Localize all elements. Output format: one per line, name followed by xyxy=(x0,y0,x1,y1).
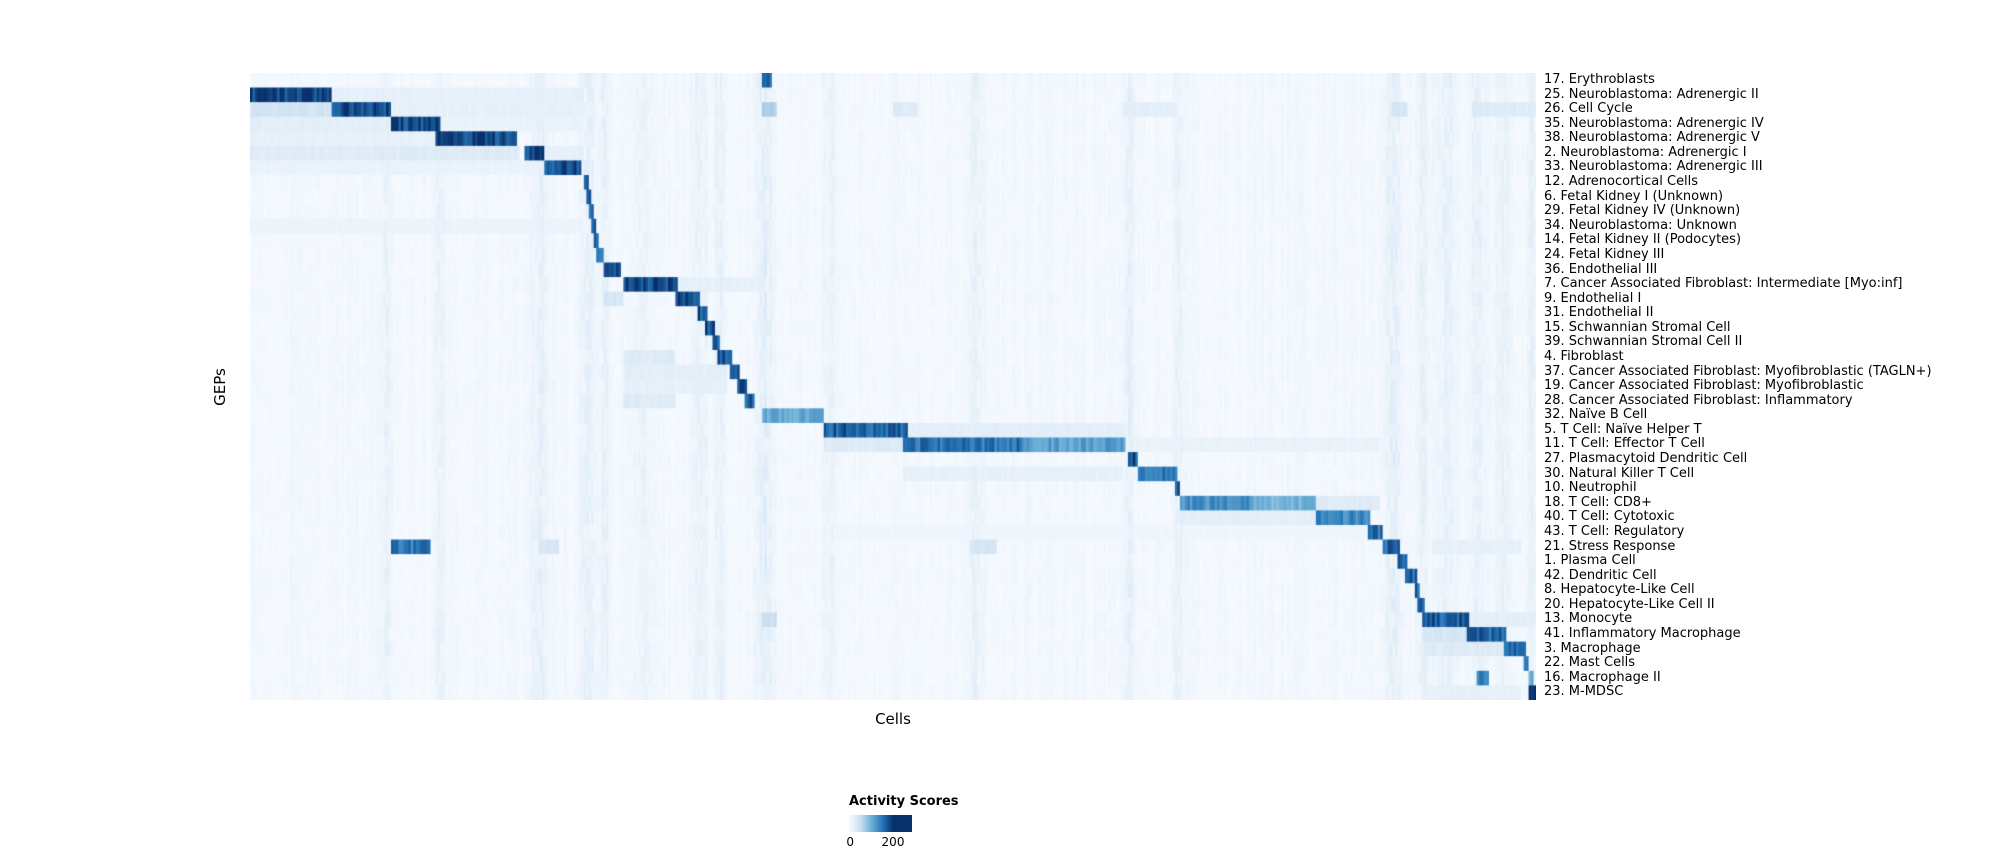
legend-min-label: 0 xyxy=(846,835,854,849)
row-label: 23. M-MDSC xyxy=(1544,684,1624,700)
row-label: 37. Cancer Associated Fibroblast: Myofib… xyxy=(1544,363,1932,379)
row-label: 38. Neuroblastoma: Adrenergic V xyxy=(1544,130,1760,146)
row-label: 26. Cell Cycle xyxy=(1544,101,1633,117)
row-label: 34. Neuroblastoma: Unknown xyxy=(1544,217,1737,233)
row-label: 43. T Cell: Regulatory xyxy=(1544,523,1685,539)
legend-ticks: 0 200 xyxy=(846,835,1069,851)
row-label: 6. Fetal Kidney I (Unknown) xyxy=(1544,188,1724,204)
row-label: 27. Plasmacytoid Dendritic Cell xyxy=(1544,451,1748,467)
row-label: 16. Macrophage II xyxy=(1544,669,1661,685)
y-axis-label-wrap: GEPs xyxy=(206,73,234,700)
row-label: 29. Fetal Kidney IV (Unknown) xyxy=(1544,203,1741,219)
row-label: 32. Naïve B Cell xyxy=(1544,407,1648,423)
row-label: 7. Cancer Associated Fibroblast: Interme… xyxy=(1544,276,1903,292)
legend: Activity Scores 0 200 xyxy=(846,794,1069,851)
row-label: 36. Endothelial III xyxy=(1544,261,1658,277)
row-label: 10. Neutrophil xyxy=(1544,480,1637,496)
row-label: 2. Neuroblastoma: Adrenergic I xyxy=(1544,144,1747,160)
row-label: 33. Neuroblastoma: Adrenergic III xyxy=(1544,159,1763,175)
row-label: 11. T Cell: Effector T Cell xyxy=(1544,436,1705,452)
row-label: 40. T Cell: Cytotoxic xyxy=(1544,509,1675,525)
row-label: 15. Schwannian Stromal Cell xyxy=(1544,319,1731,335)
legend-title: Activity Scores xyxy=(849,794,959,809)
row-label: 13. Monocyte xyxy=(1544,611,1633,627)
row-label: 24. Fetal Kidney III xyxy=(1544,246,1665,262)
row-label: 31. Endothelial II xyxy=(1544,305,1654,321)
row-label: 17. Erythroblasts xyxy=(1544,72,1655,87)
row-label: 3. Macrophage xyxy=(1544,640,1641,656)
y-axis-label: GEPs xyxy=(211,367,230,406)
heatmap-canvas xyxy=(250,73,1536,700)
row-label: 8. Hepatocyte-Like Cell xyxy=(1544,582,1695,598)
row-label: 14. Fetal Kidney II (Podocytes) xyxy=(1544,232,1742,248)
row-label: 12. Adrenocortical Cells xyxy=(1544,174,1699,190)
row-label: 19. Cancer Associated Fibroblast: Myofib… xyxy=(1544,378,1864,394)
row-label: 5. T Cell: Naïve Helper T xyxy=(1544,421,1702,437)
legend-gradient-bar xyxy=(849,815,912,832)
row-label: 1. Plasma Cell xyxy=(1544,553,1636,569)
row-label: 20. Hepatocyte-Like Cell II xyxy=(1544,596,1715,612)
row-label: 41. Inflammatory Macrophage xyxy=(1544,625,1741,641)
row-labels: 17. Erythroblasts 25. Neuroblastoma: Adre… xyxy=(1544,72,1932,700)
row-label: 42. Dendritic Cell xyxy=(1544,567,1657,583)
row-label: 22. Mast Cells xyxy=(1544,655,1636,671)
row-label: 28. Cancer Associated Fibroblast: Inflam… xyxy=(1544,392,1853,408)
row-label: 35. Neuroblastoma: Adrenergic IV xyxy=(1544,115,1764,131)
row-label: 9. Endothelial I xyxy=(1544,290,1642,306)
row-label: 30. Natural Killer T Cell xyxy=(1544,465,1695,481)
x-axis-label: Cells xyxy=(875,710,911,728)
row-label: 18. T Cell: CD8+ xyxy=(1544,494,1652,510)
row-label: 39. Schwannian Stromal Cell II xyxy=(1544,334,1743,350)
row-label: 4. Fibroblast xyxy=(1544,348,1624,364)
row-label: 25. Neuroblastoma: Adrenergic II xyxy=(1544,86,1759,102)
row-label: 21. Stress Response xyxy=(1544,538,1676,554)
legend-max-label: 200 xyxy=(881,835,905,849)
